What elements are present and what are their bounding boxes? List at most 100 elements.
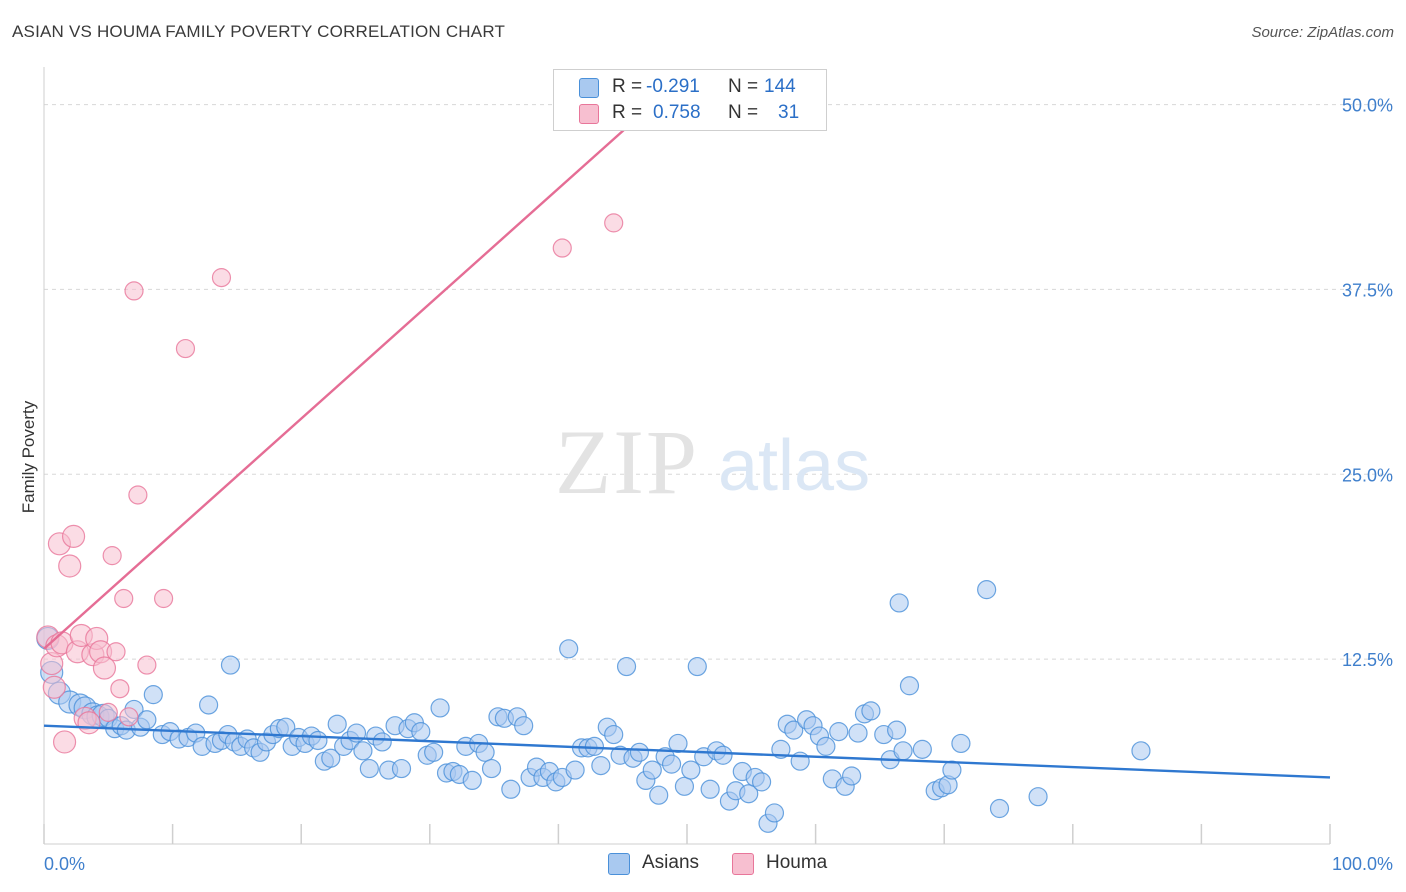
chart-title: ASIAN VS HOUMA FAMILY POVERTY CORRELATIO… (12, 22, 506, 41)
houma-point (128, 485, 148, 505)
source-label: Source: ZipAtlas.com (1251, 24, 1394, 41)
asian-point (137, 710, 157, 730)
asian-point (649, 785, 669, 805)
asian-point (668, 733, 688, 754)
houma-swatch (579, 104, 599, 124)
houma-point (604, 213, 624, 233)
asian-legend-label: Asians (642, 852, 700, 873)
asian-point (430, 698, 450, 718)
asian-point (220, 655, 241, 675)
asian-point (143, 685, 163, 705)
houma-point (61, 524, 86, 549)
asian-point (629, 742, 650, 762)
asian-point (713, 745, 733, 765)
asian-point (661, 754, 682, 774)
asian-point (674, 776, 695, 796)
asian-point (977, 580, 997, 600)
houma-trend-line (43, 103, 654, 650)
legend-row-houma: R = 0.758 N = 31 (554, 100, 826, 126)
houma-point (552, 238, 572, 258)
houma-point (77, 711, 101, 735)
asian-point (912, 739, 932, 759)
houma-legend-label: Houma (766, 852, 828, 873)
houma-point (102, 546, 122, 566)
asian-point (887, 720, 907, 740)
houma-point (114, 588, 134, 609)
asian-point (327, 714, 347, 734)
legend-r-value: -0.291 (646, 76, 700, 97)
houma-points (36, 213, 624, 754)
asian-point (642, 760, 662, 780)
asian-point (1028, 787, 1048, 807)
asian-point (951, 733, 971, 754)
tick-labels: 12.5% 25.0% 37.5% 50.0% 0.0% 100.0% (44, 96, 1393, 874)
watermark-zip: ZIP (555, 411, 699, 513)
legend-n-label: N = (728, 102, 759, 123)
asian-point (424, 742, 444, 762)
houma-point (106, 642, 126, 662)
houma-point (124, 281, 144, 301)
legend-r-label: R = (612, 102, 643, 123)
x-tick-label: 100.0% (1332, 854, 1393, 874)
asian-point (842, 766, 862, 786)
asian-point (899, 676, 920, 696)
houma-point (92, 656, 117, 680)
trend-lines (43, 103, 1331, 779)
asian-point (359, 758, 379, 779)
asian-point (475, 742, 495, 762)
asian-point (861, 701, 881, 721)
asian-point (942, 760, 962, 780)
asian-point (481, 758, 502, 779)
asian-point (411, 722, 431, 742)
asian-point (784, 720, 804, 740)
asian-points (36, 580, 1151, 833)
asian-point (848, 723, 868, 743)
correlation-legend: R = -0.291 N = 144 R = 0.758 N = 31 (553, 69, 827, 131)
asian-point (989, 798, 1010, 819)
asian-point (462, 770, 482, 791)
houma-point (153, 588, 174, 609)
houma-point (52, 730, 77, 754)
y-tick-label: 12.5% (1342, 650, 1393, 670)
legend-n-label: N = (728, 76, 759, 97)
asian-point (751, 772, 772, 792)
houma-point (58, 554, 82, 578)
legend-r-label: R = (612, 76, 643, 97)
asian-point (739, 784, 759, 804)
asian-point (391, 758, 412, 779)
asian-point (559, 639, 579, 659)
houma-point (211, 268, 232, 288)
asian-point (889, 593, 909, 613)
asian-point (372, 732, 392, 752)
asian-point (501, 779, 521, 799)
axes (43, 67, 1331, 845)
y-tick-label: 25.0% (1342, 465, 1393, 485)
asian-point (687, 656, 707, 677)
asian-legend-swatch (608, 853, 630, 875)
asian-point (199, 695, 219, 715)
asian-point (591, 756, 611, 776)
houma-point (110, 679, 130, 699)
houma-point (137, 655, 157, 675)
asian-trend-line (43, 724, 1331, 779)
x-tick-label: 0.0% (44, 854, 85, 874)
legend-n-value: 144 (764, 76, 796, 97)
legend-r-value: 0.758 (653, 102, 701, 123)
asian-point (771, 739, 791, 759)
asian-swatch (579, 78, 599, 98)
asian-point (353, 741, 373, 761)
houma-point (175, 338, 196, 359)
legend-row-asians: R = -0.291 N = 144 (554, 74, 826, 100)
legend-n-value: 31 (778, 102, 800, 123)
asian-point (308, 730, 328, 751)
houma-point (42, 675, 66, 699)
y-tick-label: 37.5% (1342, 280, 1393, 300)
houma-point (98, 702, 118, 722)
y-tick-label: 50.0% (1342, 96, 1393, 116)
asian-point (829, 722, 849, 742)
asian-point (321, 748, 341, 768)
asian-point (816, 736, 836, 756)
asian-point (681, 760, 701, 780)
houma-legend-swatch (732, 853, 754, 875)
